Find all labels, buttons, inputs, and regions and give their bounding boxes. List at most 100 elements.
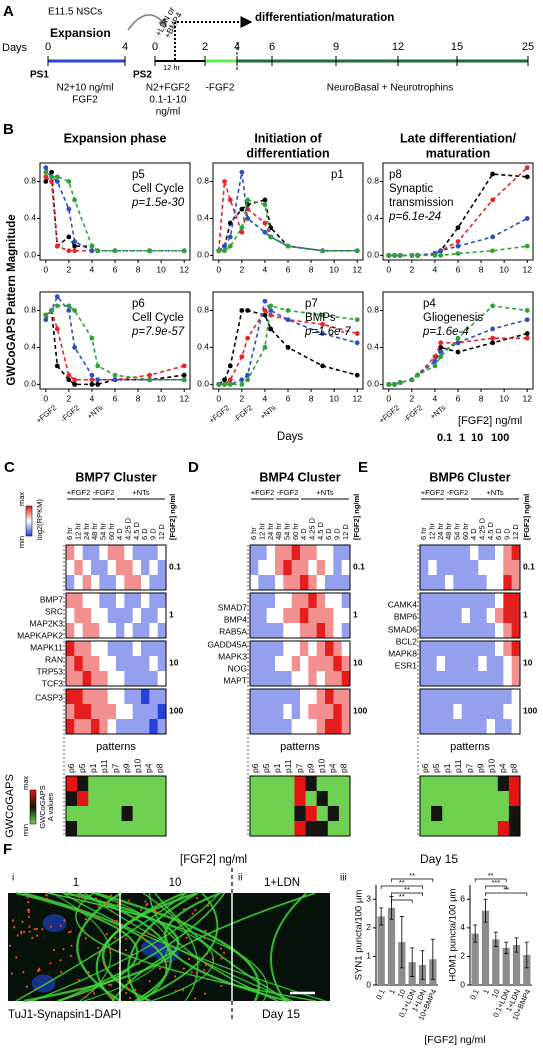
puncta [59, 924, 62, 927]
neurite [48, 892, 269, 1002]
scale-label: GWCoGAPS [38, 785, 47, 828]
heatmap-cell [325, 593, 334, 609]
puncta [205, 953, 208, 956]
heatmap-cell [149, 671, 158, 687]
heatmap-cell [124, 623, 133, 639]
pattern-name: p1 [331, 169, 344, 181]
heatmap-cell [91, 593, 100, 609]
pattern-cell [261, 776, 273, 792]
puncta [52, 948, 56, 951]
puncta [35, 927, 38, 930]
heatmap-cell [478, 704, 487, 720]
heatmap-cell [124, 560, 133, 576]
pattern-cell [431, 806, 443, 822]
pattern-cell [143, 821, 156, 837]
pattern-label: p10 [486, 759, 496, 773]
heatmap-cell [258, 641, 267, 657]
pattern-cell [464, 821, 476, 837]
puncta [116, 903, 120, 906]
heatmap-cell [436, 560, 446, 576]
heatmap-cell [453, 575, 462, 591]
pattern-cell [283, 821, 295, 837]
data-point [95, 363, 101, 369]
gene-label: ESR1 [395, 660, 417, 670]
heatmap-cell [333, 608, 342, 624]
puncta [204, 929, 207, 932]
stage-label: +FGF2 [377, 403, 401, 425]
heatmap-cell [250, 671, 259, 687]
data-point [490, 234, 496, 240]
y-tick-label: 0.8 [197, 305, 209, 315]
heatmap-cell [149, 719, 158, 735]
heatmap-cell [91, 545, 100, 561]
x-tick-label: 4 [433, 393, 438, 403]
puncta [144, 900, 147, 903]
heatmap-cell [275, 719, 284, 735]
data-point [386, 381, 392, 387]
data-point [397, 380, 403, 385]
neurite [32, 892, 221, 1002]
data-point [227, 197, 233, 203]
puncta [190, 971, 193, 974]
gene-label: BMP4 [224, 614, 247, 624]
heatmap-cell [478, 560, 487, 576]
puncta [83, 990, 86, 993]
puncta [13, 926, 16, 929]
data-point [524, 308, 530, 313]
pattern-cell [121, 806, 133, 822]
x-tick-label: 6 [456, 264, 461, 274]
heatmap-cell [66, 623, 75, 639]
unit-label: [FGF2] ng/ml [522, 494, 531, 540]
puncta [220, 957, 223, 960]
heatmap-cell [157, 704, 167, 720]
stage-label: +NTs [132, 488, 150, 497]
pattern-cell [486, 791, 499, 807]
heatmap-cell [283, 593, 292, 609]
heatmap-cell [141, 704, 150, 720]
heatmap-cell [91, 719, 100, 735]
pattern-cell [77, 821, 89, 837]
pattern-cell [338, 806, 351, 822]
y-tick-label: 3 [366, 894, 371, 904]
heatmap-cell [99, 560, 108, 576]
block-frame [249, 640, 351, 687]
puncta [35, 987, 38, 990]
stage-label: +NTs [85, 403, 104, 421]
x-axis-title: Days [277, 431, 303, 443]
data-point [415, 372, 421, 378]
heatmap-cell [291, 560, 301, 576]
day-title: Day 15 [420, 852, 458, 866]
heatmap-cell [461, 545, 471, 561]
pattern-label: p6 [66, 763, 76, 773]
data-point [268, 234, 274, 240]
pattern-cell [154, 791, 167, 807]
heatmap-cell [478, 641, 487, 657]
heatmap-cell [250, 704, 259, 720]
pattern-cell [77, 806, 89, 822]
puncta [111, 996, 114, 1000]
heatmap-cell [258, 575, 267, 591]
passage: PS1 [30, 70, 49, 81]
x-tick-label: 12 [522, 393, 532, 403]
pattern-cell [110, 776, 122, 792]
heatmap-cell [470, 641, 479, 657]
heatmap-cell [141, 575, 150, 591]
time-label: 4 D [299, 528, 308, 540]
heatmap-cell [503, 560, 512, 576]
puncta [21, 920, 24, 923]
day-tick-label: 15 [451, 41, 463, 53]
data-point [354, 340, 360, 346]
x-tick-label: 4 [90, 393, 95, 403]
heatmap-cell [149, 608, 158, 624]
heatmap-cell [486, 704, 496, 720]
pattern-label: p8 [509, 763, 519, 773]
block-frame [65, 592, 167, 639]
puncta [84, 918, 88, 921]
data-point [43, 312, 49, 318]
puncta [182, 967, 185, 970]
gene-label: RAN [45, 654, 63, 664]
series-line [45, 309, 185, 381]
pattern-name: p4 [423, 298, 436, 310]
heatmap-cell [445, 560, 454, 576]
data-point [54, 294, 60, 300]
